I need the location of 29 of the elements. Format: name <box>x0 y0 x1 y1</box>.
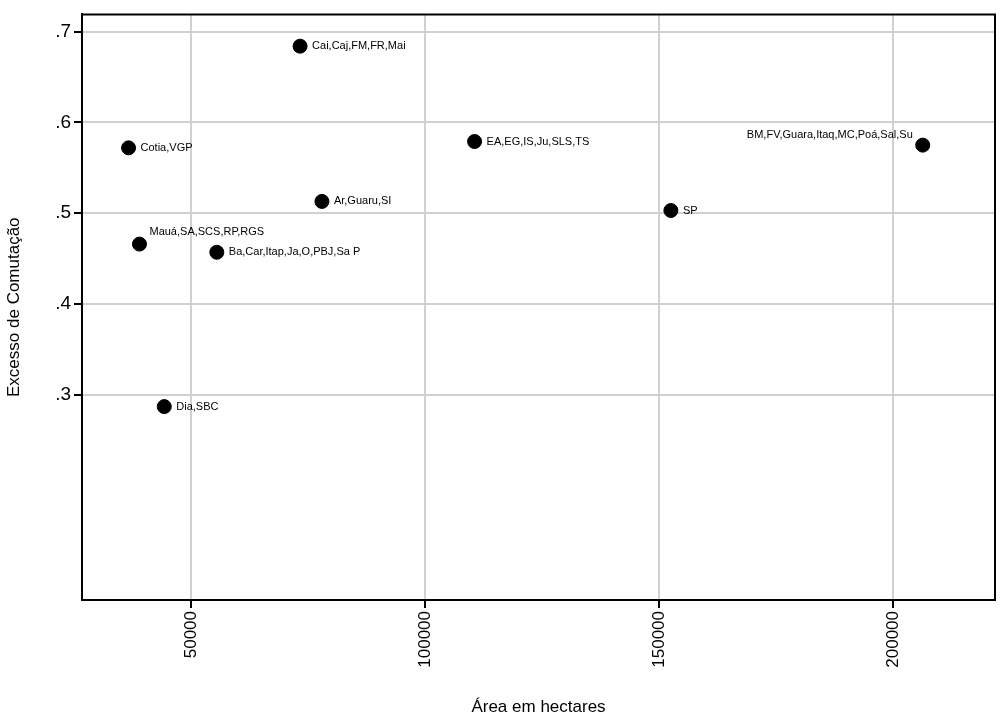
point <box>915 137 931 153</box>
y-tick-label: .6 <box>55 110 71 132</box>
x-tick-label: 150000 <box>648 611 668 668</box>
annotation: Dia,SBC <box>176 399 219 412</box>
y-tick-label: .5 <box>55 201 71 223</box>
annotation: Mauá,SA,SCS,RP,RGS <box>149 225 265 238</box>
point <box>209 244 225 260</box>
point <box>314 193 330 209</box>
x-tick-label: 200000 <box>882 611 902 668</box>
point <box>467 134 483 150</box>
point <box>121 140 137 156</box>
x-axis-title: Área em hectares <box>471 697 606 717</box>
x-tick-label: 50000 <box>180 611 200 659</box>
annotation: Ba,Car,Itap,Ja,O,PBJ,Sa P <box>228 245 361 258</box>
annotation: SP <box>682 203 698 216</box>
annotation: BM,FV,Guara,Itaq,MC,Poá,Sal,Su <box>746 128 913 141</box>
annotation: Cotia,VGP <box>140 140 193 153</box>
point <box>663 203 679 219</box>
annotation: EA,EG,IS,Ju,SLS,TS <box>486 134 590 147</box>
y-axis-title: Excesso de Comutação <box>3 217 23 397</box>
y-tick-label: .3 <box>55 383 71 405</box>
point <box>156 399 172 415</box>
point <box>131 236 147 252</box>
point <box>292 38 308 54</box>
y-tick-label: .4 <box>55 292 72 314</box>
y-tick-label: .7 <box>55 19 71 41</box>
annotation: Cai,Caj,FM,FR,Mai <box>312 39 406 52</box>
x-tick-label: 100000 <box>414 611 434 668</box>
annotation: Ar,Guaru,SI <box>333 194 392 207</box>
